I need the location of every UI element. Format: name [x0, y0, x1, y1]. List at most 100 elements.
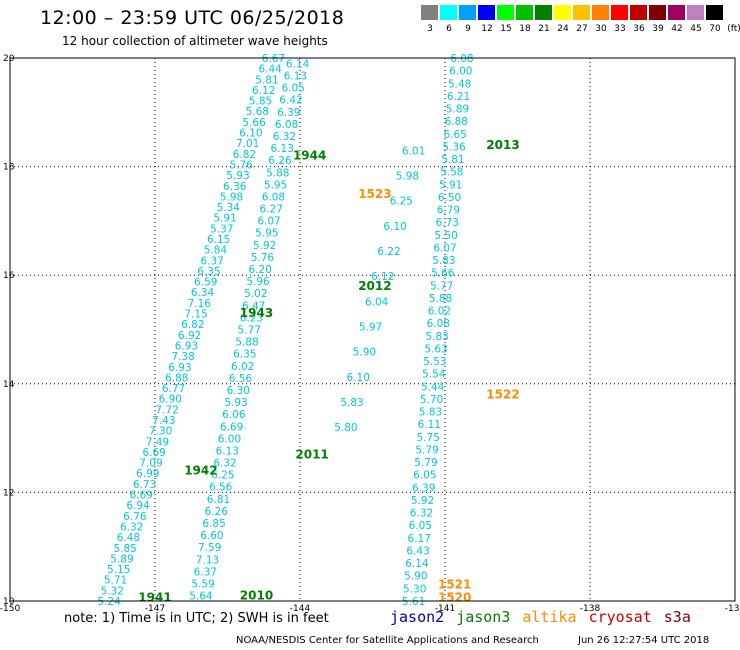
swh-value: 6.65 [443, 129, 466, 141]
swh-value: 6.37 [200, 255, 223, 267]
swh-value: 5.68 [246, 106, 269, 118]
swh-value: 5.85 [113, 543, 136, 555]
swh-value: 5.77 [238, 325, 261, 337]
swh-value: 6.93 [168, 362, 191, 374]
altimeter-tracks: 5.245.325.715.155.895.856.486.326.766.94… [97, 53, 473, 608]
legend-label: 27 [576, 24, 588, 34]
swh-value: 6.12 [371, 271, 394, 283]
swh-value: 6.69 [142, 447, 165, 459]
swh-value: 5.98 [220, 191, 243, 203]
swh-value: 5.98 [396, 170, 419, 182]
legend-swatch [649, 5, 666, 20]
x-tick-label: -147 [145, 604, 165, 614]
legend-swatch [611, 5, 628, 20]
swh-value: 6.67 [262, 53, 285, 65]
footer-timestamp: Jun 26 12:27:54 UTC 2018 [578, 635, 710, 646]
swh-value: 7.16 [188, 298, 212, 310]
swh-value: 7.01 [236, 138, 259, 150]
pass-time-label: 1944 [293, 149, 326, 163]
swh-value: 5.83 [419, 407, 442, 419]
swh-value: 6.01 [402, 145, 425, 157]
legend-unit: (ft) [727, 24, 740, 34]
swh-value: 6.25 [211, 470, 234, 482]
swh-value: 6.02 [231, 361, 254, 373]
swh-value: 6.48 [117, 532, 140, 544]
swh-value: 5.83 [425, 331, 448, 343]
swh-value: 6.37 [194, 566, 217, 578]
swh-value: 6.08 [262, 191, 285, 203]
legend-swatch [497, 5, 514, 20]
swh-value: 7.49 [146, 436, 169, 448]
swh-value: 6.85 [202, 518, 225, 530]
legend-label: 45 [690, 24, 702, 34]
swh-value: 7.59 [198, 542, 221, 554]
swh-value: 5.77 [430, 280, 453, 292]
swh-value: 6.04 [365, 296, 389, 308]
swh-value: 5.88 [235, 337, 258, 349]
x-tick-label: -150 [0, 604, 20, 614]
y-tick-label: 16 [3, 271, 15, 281]
footer-credit: NOAA/NESDIS Center for Satellite Applica… [236, 635, 539, 646]
swh-value: 6.05 [409, 520, 432, 532]
swh-value: 5.30 [403, 583, 426, 595]
x-tick-label: -141 [435, 604, 455, 614]
swh-value: 5.81 [255, 74, 278, 86]
swh-value: 6.00 [449, 66, 472, 78]
swh-value: 6.23 [240, 312, 263, 324]
y-tick-label: 18 [3, 163, 15, 173]
swh-value: 5.48 [448, 78, 471, 90]
y-tick-label: 12 [3, 488, 14, 498]
swh-value: 5.61 [402, 596, 425, 608]
swh-value: 6.79 [437, 205, 460, 217]
swh-value: 6.90 [159, 394, 182, 406]
swh-value: 6.07 [257, 216, 280, 228]
swh-value: 5.34 [217, 202, 241, 214]
swh-value: 5.37 [210, 223, 233, 235]
swh-value: 5.44 [421, 381, 445, 393]
swh-value: 5.15 [107, 564, 130, 576]
swh-value: 5.91 [439, 179, 462, 191]
swh-value: 5.59 [191, 578, 214, 590]
legend-label: 3 [427, 24, 433, 34]
swh-value: 5.71 [104, 575, 127, 587]
swh-value: 5.32 [101, 585, 124, 597]
swh-value: 6.25 [390, 196, 413, 208]
page-subtitle: 12 hour collection of altimeter wave hei… [62, 34, 328, 48]
swh-value: 6.73 [436, 217, 459, 229]
x-tick-label: -135 [725, 604, 740, 614]
swh-value: 5.90 [404, 571, 427, 583]
swh-value: 6.00 [218, 433, 241, 445]
swh-value: 6.13 [284, 71, 307, 83]
swh-value: 5.53 [423, 356, 446, 368]
pass-time-label: 2011 [295, 447, 328, 461]
altika-time-label: 1520 [438, 591, 471, 605]
swh-value: 6.26 [268, 155, 292, 167]
legend-swatch [573, 5, 590, 20]
swh-value: 5.93 [226, 170, 249, 182]
legend-swatch [535, 5, 552, 20]
swh-value: 6.69 [130, 490, 153, 502]
swh-value: 6.26 [205, 506, 229, 518]
swh-value: 5.02 [244, 288, 267, 300]
swh-value: 6.59 [194, 277, 217, 289]
legend-label: 6 [446, 24, 452, 34]
x-tick-label: -138 [580, 604, 601, 614]
altika-time-label: 1521 [438, 578, 471, 592]
satellite-jason2: jason2 [390, 608, 445, 626]
pass-time-label: 2012 [358, 279, 391, 293]
swh-value: 6.07 [433, 242, 456, 254]
swh-value: 5.89 [446, 104, 469, 116]
swh-value: 7.72 [155, 404, 178, 416]
pass-time-label: 2013 [486, 138, 519, 152]
footer-note: note: 1) Time is in UTC; 2) SWH is in fe… [64, 611, 329, 626]
swh-value: 5.66 [431, 268, 455, 280]
swh-value: 5.64 [189, 591, 213, 603]
swh-value: 5.93 [224, 397, 247, 409]
legend-label: 18 [519, 24, 531, 34]
swh-value: 5.83 [340, 397, 363, 409]
swh-value: 5.36 [442, 141, 466, 153]
swh-value: 6.30 [227, 385, 250, 397]
legend-label: 70 [709, 24, 721, 34]
swh-value: 5.90 [353, 347, 376, 359]
